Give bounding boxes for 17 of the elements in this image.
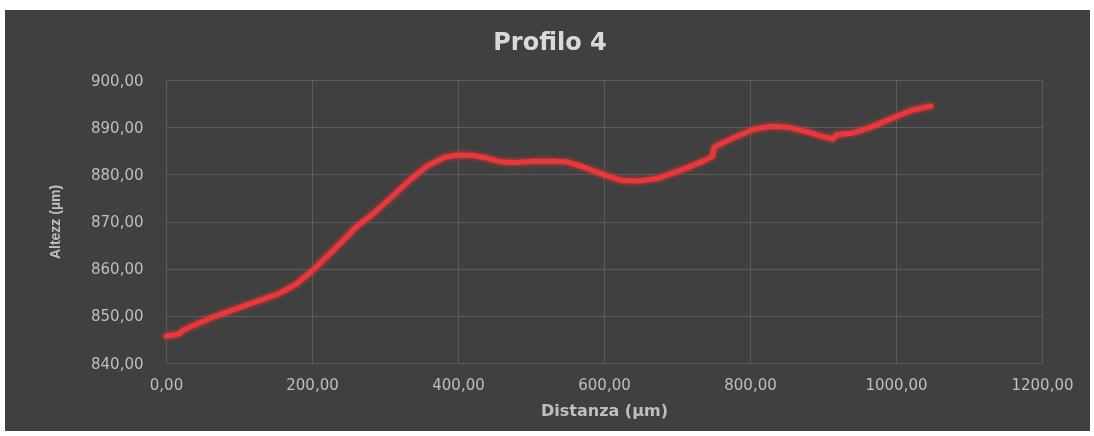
- x-tick-label: 600,00: [578, 375, 631, 394]
- x-tick-label: 0,00: [149, 375, 184, 394]
- x-tick-label: 400,00: [432, 375, 485, 394]
- x-tick-label: 1200,00: [1011, 375, 1074, 394]
- y-tick-label: 840,00: [91, 354, 144, 373]
- x-tick-label: 1000,00: [865, 375, 928, 394]
- y-tick-label: 870,00: [91, 213, 144, 231]
- y-tick-label: 890,00: [91, 118, 144, 137]
- x-axis-title: Distanza (µm): [541, 400, 668, 420]
- y-tick-label: 860,00: [91, 260, 144, 279]
- chart-title: Profilo 4: [493, 28, 607, 56]
- x-tick-label: 800,00: [724, 375, 777, 394]
- y-tick-label: 900,00: [91, 71, 144, 90]
- y-tick-label: 850,00: [91, 307, 144, 326]
- y-tick-label: 880,00: [91, 165, 144, 184]
- y-axis-title: Altezz (µm): [46, 184, 63, 260]
- x-tick-label: 200,00: [286, 375, 339, 394]
